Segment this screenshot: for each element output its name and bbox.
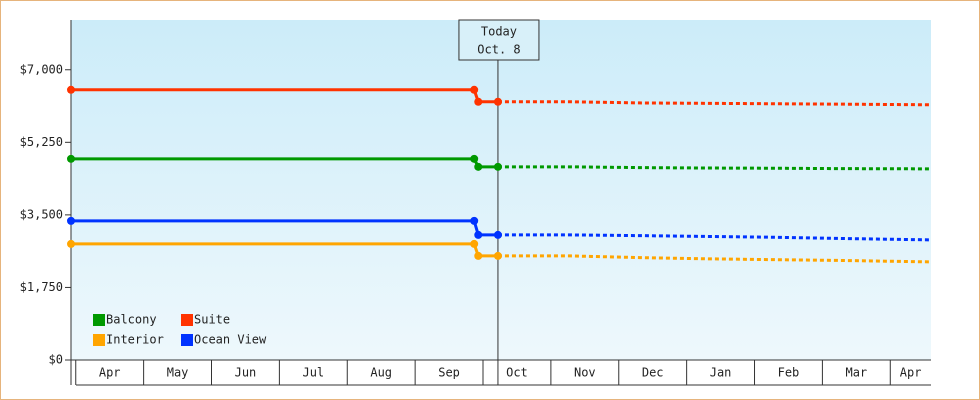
x-tick-label: Oct	[506, 366, 528, 380]
point	[67, 239, 75, 248]
history-line	[71, 88, 498, 104]
point	[474, 97, 483, 106]
plot-area	[71, 20, 931, 360]
x-tick-label: Apr	[900, 366, 922, 380]
legend-label: Interior	[106, 333, 164, 347]
point	[474, 162, 483, 171]
y-tick-label: $5,250	[20, 135, 63, 149]
point	[470, 216, 479, 225]
point	[474, 251, 483, 260]
legend-swatch	[181, 334, 193, 346]
x-tick-label: May	[167, 366, 189, 380]
point	[470, 239, 479, 248]
x-tick-label: Mar	[845, 366, 867, 380]
point	[493, 97, 502, 106]
point	[67, 85, 75, 94]
history-line	[71, 219, 498, 237]
forecast-line	[497, 233, 932, 242]
x-tick-label: Sep	[438, 366, 460, 380]
y-tick-label: $0	[49, 353, 63, 367]
x-tick-label: Jul	[302, 366, 324, 380]
forecast-line	[497, 254, 932, 264]
point	[67, 216, 75, 225]
x-tick-label: Feb	[778, 366, 800, 380]
point	[493, 251, 502, 260]
legend-label: Suite	[194, 313, 230, 327]
point	[470, 154, 479, 163]
history-line	[71, 242, 498, 258]
x-tick-label: Aug	[370, 366, 392, 380]
legend-label: Balcony	[106, 313, 157, 327]
point	[474, 230, 483, 239]
point	[493, 162, 502, 171]
point	[470, 85, 479, 94]
y-tick-label: $1,750	[20, 280, 63, 294]
x-tick-label: Jan	[710, 366, 732, 380]
point	[493, 230, 502, 239]
x-tick-label: Apr	[99, 366, 121, 380]
legend-swatch	[181, 314, 193, 326]
today-label: Today	[481, 25, 517, 39]
history-line	[71, 157, 498, 169]
y-tick-label: $3,500	[20, 207, 63, 221]
legend-swatch	[93, 314, 105, 326]
today-box	[458, 19, 540, 61]
legend-swatch	[93, 334, 105, 346]
x-tick-label: Nov	[574, 366, 596, 380]
x-tick-label: Jun	[235, 366, 257, 380]
x-tick-label: Dec	[642, 366, 664, 380]
point	[67, 154, 75, 163]
y-tick-label: $7,000	[20, 62, 63, 76]
today-label: Oct. 8	[477, 43, 520, 57]
forecast-line	[497, 100, 932, 107]
legend-label: Ocean View	[194, 333, 267, 347]
forecast-line	[497, 165, 932, 171]
